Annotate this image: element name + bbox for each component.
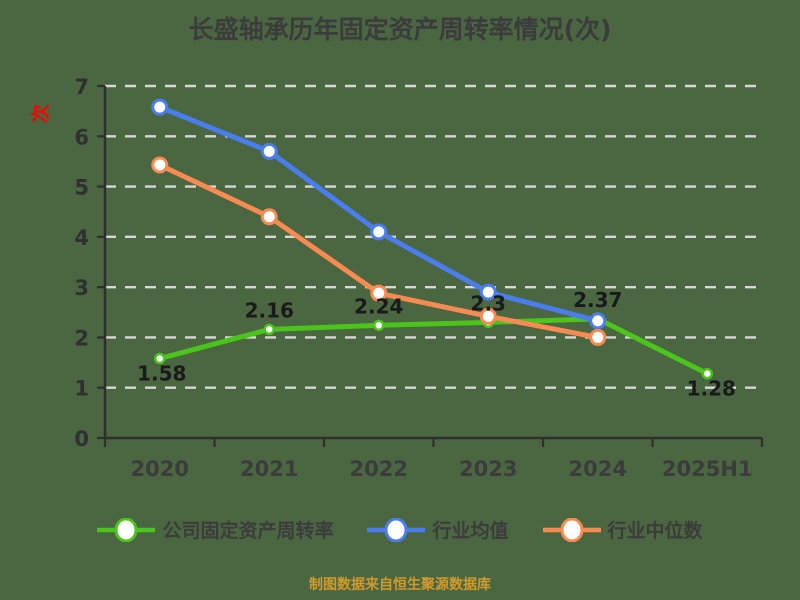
legend-marker-icon [97, 517, 156, 542]
data-point-marker[interactable] [373, 319, 385, 332]
x-tick-labels-group: 2020 2021 2022 2023 2024 2025H1 [131, 457, 753, 481]
data-point-marker[interactable] [589, 328, 607, 346]
y-tick-label: 0 [74, 427, 89, 451]
legend-marker-icon [367, 517, 426, 542]
legend-item[interactable]: 行业均值 [367, 516, 509, 543]
legend-item[interactable]: 行业中位数 [542, 516, 703, 543]
data-point-marker[interactable] [370, 223, 388, 241]
x-tick-label: 2025H1 [662, 457, 753, 481]
data-point-value-label: 2.37 [573, 288, 622, 312]
data-point-value-label: 2.3 [471, 291, 506, 315]
data-point-marker[interactable] [589, 312, 607, 330]
data-point-value-label: 2.24 [354, 294, 403, 318]
y-tick-label: 7 [74, 75, 89, 99]
x-tick-label: 2020 [131, 457, 189, 481]
x-tick-label: 2022 [350, 457, 408, 481]
data-point-marker[interactable] [701, 367, 713, 380]
data-point-value-label: 1.28 [687, 377, 736, 401]
y-tick-label: 2 [74, 326, 89, 350]
y-tick-marks-group [97, 84, 105, 440]
chart-title: 长盛轴承历年固定资产周转率情况(次) [188, 15, 612, 44]
y-tick-labels-group: 0 1 2 3 4 5 6 7 [74, 75, 89, 451]
data-point-marker[interactable] [151, 156, 169, 174]
data-point-value-label: 1.58 [137, 362, 186, 386]
y-tick-label: 5 [74, 176, 89, 200]
data-point-marker[interactable] [479, 307, 497, 325]
legend-item-label: 行业均值 [432, 520, 509, 542]
legend-item-label: 行业中位数 [607, 520, 703, 542]
data-point-value-label: 2.16 [245, 298, 294, 322]
data-point-marker[interactable] [370, 284, 388, 302]
legend-marker-icon [542, 517, 601, 542]
y-tick-label: 4 [74, 226, 89, 250]
y-tick-label: 3 [74, 276, 89, 300]
x-tick-label: 2024 [569, 457, 627, 481]
series-lines-group [157, 104, 710, 377]
chart-legend: 公司固定资产周转率 行业均值 行业中位数 [0, 516, 800, 543]
series-line [157, 316, 710, 377]
data-point-marker[interactable] [263, 323, 275, 336]
data-point-marker[interactable] [154, 352, 166, 365]
x-tick-label: 2021 [240, 457, 298, 481]
point-value-labels-group: 1.58 2.16 2.24 2.3 2.37 1.28 [137, 288, 736, 401]
legend-item[interactable]: 公司固定资产周转率 [97, 516, 333, 543]
x-tick-label: 2023 [459, 457, 517, 481]
series-points-group [151, 98, 713, 380]
data-point-marker[interactable] [260, 142, 278, 160]
data-point-marker[interactable] [151, 98, 169, 116]
data-point-marker[interactable] [260, 208, 278, 226]
x-tick-marks-group [103, 438, 764, 447]
y-tick-label: 6 [74, 125, 89, 149]
source-note: 制图数据来自恒生聚源数据库 [309, 577, 491, 593]
data-point-marker[interactable] [479, 283, 497, 301]
legend-item-label: 公司固定资产周转率 [162, 520, 334, 542]
y-tick-label: 1 [74, 377, 89, 401]
gridlines-group [105, 84, 762, 389]
